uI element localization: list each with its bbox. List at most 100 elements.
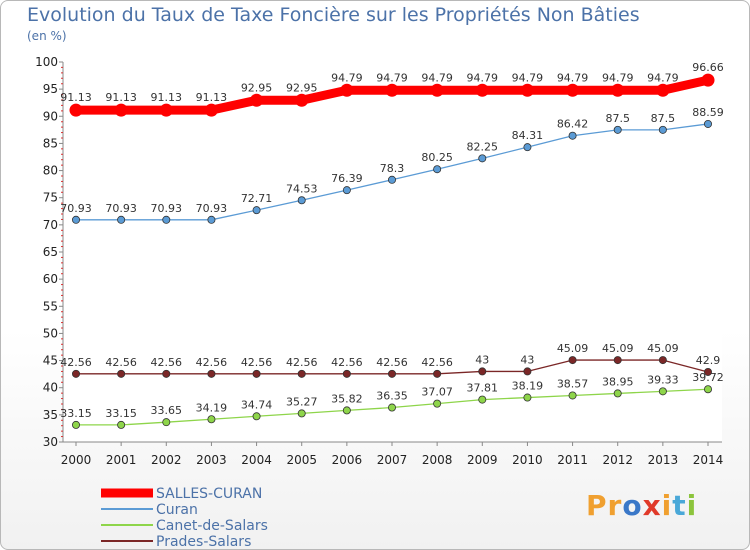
data-point — [252, 412, 261, 421]
x-tick-label: 2012 — [602, 453, 633, 467]
x-tick-label: 2008 — [422, 453, 453, 467]
data-label: 34.19 — [196, 401, 228, 414]
data-label: 38.19 — [512, 380, 544, 393]
x-tick-label: 2013 — [648, 453, 679, 467]
data-point — [658, 356, 667, 365]
x-tick-label: 2006 — [332, 453, 363, 467]
data-label: 35.27 — [286, 395, 318, 408]
data-label: 43 — [475, 353, 489, 366]
y-tick-label: 30 — [43, 435, 58, 449]
data-label: 91.13 — [151, 91, 183, 104]
data-label: 92.95 — [286, 81, 318, 94]
data-label: 42.56 — [376, 356, 408, 369]
data-label: 37.81 — [467, 382, 499, 395]
data-point — [387, 403, 396, 412]
data-label: 91.13 — [60, 91, 92, 104]
data-label: 94.79 — [647, 71, 679, 84]
proxiti-logo: Proxiti — [586, 489, 697, 522]
y-tick-label: 100 — [35, 55, 58, 69]
data-point — [204, 103, 218, 117]
data-point — [658, 387, 667, 396]
y-tick-label: 65 — [43, 245, 58, 259]
logo-letter: P — [586, 489, 608, 522]
logo-letter: o — [622, 489, 643, 522]
x-tick-label: 2007 — [377, 453, 408, 467]
data-label: 70.93 — [196, 202, 228, 215]
data-label: 84.31 — [512, 129, 544, 142]
data-point — [385, 83, 399, 97]
data-label: 76.39 — [331, 172, 363, 185]
data-label: 43 — [520, 353, 534, 366]
data-point — [295, 93, 309, 107]
data-label: 36.35 — [376, 390, 408, 403]
data-point — [159, 103, 173, 117]
data-label: 87.5 — [605, 112, 630, 125]
series-curan: 70.93 70.93 70.93 70.93 72.71 74.53 76.39 78.3 8… — [60, 106, 724, 224]
data-point — [613, 356, 622, 365]
data-point — [114, 103, 128, 117]
data-label: 33.65 — [151, 404, 183, 417]
data-point — [658, 125, 667, 134]
data-point — [117, 420, 126, 429]
x-tick-label: 2010 — [512, 453, 543, 467]
data-label: 33.15 — [60, 407, 92, 420]
data-label: 94.79 — [467, 71, 499, 84]
data-label: 35.82 — [331, 392, 363, 405]
data-label: 94.79 — [602, 71, 634, 84]
data-label: 38.95 — [602, 375, 634, 388]
data-point — [433, 165, 442, 174]
data-label: 74.53 — [286, 182, 318, 195]
data-point — [162, 418, 171, 427]
data-point — [704, 119, 713, 128]
logo-letter: i — [661, 489, 673, 522]
logo-letter: x — [642, 489, 662, 522]
data-label: 42.56 — [331, 356, 363, 369]
legend-label: Prades-Salars — [156, 534, 251, 549]
y-tick-label: 40 — [43, 381, 58, 395]
data-point — [69, 103, 83, 117]
data-point — [433, 399, 442, 408]
chart-title: Evolution du Taux de Taxe Foncière sur l… — [27, 4, 640, 26]
data-point — [162, 369, 171, 378]
data-point — [475, 83, 489, 97]
x-tick-label: 2001 — [106, 453, 137, 467]
data-point — [340, 83, 354, 97]
data-point — [117, 215, 126, 224]
data-point — [207, 415, 216, 424]
logo-letter: i — [686, 489, 698, 522]
data-label: 45.09 — [647, 342, 679, 355]
data-point — [704, 367, 713, 376]
data-point — [342, 186, 351, 195]
data-label: 42.56 — [421, 356, 453, 369]
data-label: 70.93 — [151, 202, 183, 215]
data-label: 86.42 — [557, 118, 589, 131]
data-point — [297, 196, 306, 205]
data-label: 78.3 — [380, 162, 405, 175]
data-point — [72, 369, 81, 378]
data-label: 88.59 — [692, 106, 724, 119]
legend-label: Canet-de-Salars — [156, 518, 268, 534]
legend-label: SALLES-CURAN — [156, 486, 262, 502]
data-label: 42.56 — [105, 356, 137, 369]
data-point — [117, 369, 126, 378]
data-point — [704, 385, 713, 394]
data-label: 42.9 — [696, 354, 721, 367]
y-tick-label: 70 — [43, 218, 58, 232]
data-point — [162, 215, 171, 224]
data-label: 38.57 — [557, 377, 589, 390]
data-point — [72, 215, 81, 224]
data-label: 92.95 — [241, 81, 273, 94]
data-point — [252, 206, 261, 215]
data-label: 91.13 — [105, 91, 137, 104]
x-tick-label: 2004 — [241, 453, 272, 467]
data-point — [701, 73, 715, 87]
data-label: 45.09 — [557, 342, 589, 355]
data-point — [523, 367, 532, 376]
data-point — [566, 83, 580, 97]
y-unit-label: (en %) — [27, 29, 67, 43]
data-label: 91.13 — [196, 91, 228, 104]
series-prades-salars: 42.56 42.56 42.56 42.56 42.56 42.56 42.56 42.56… — [60, 342, 721, 378]
data-label: 42.56 — [151, 356, 183, 369]
